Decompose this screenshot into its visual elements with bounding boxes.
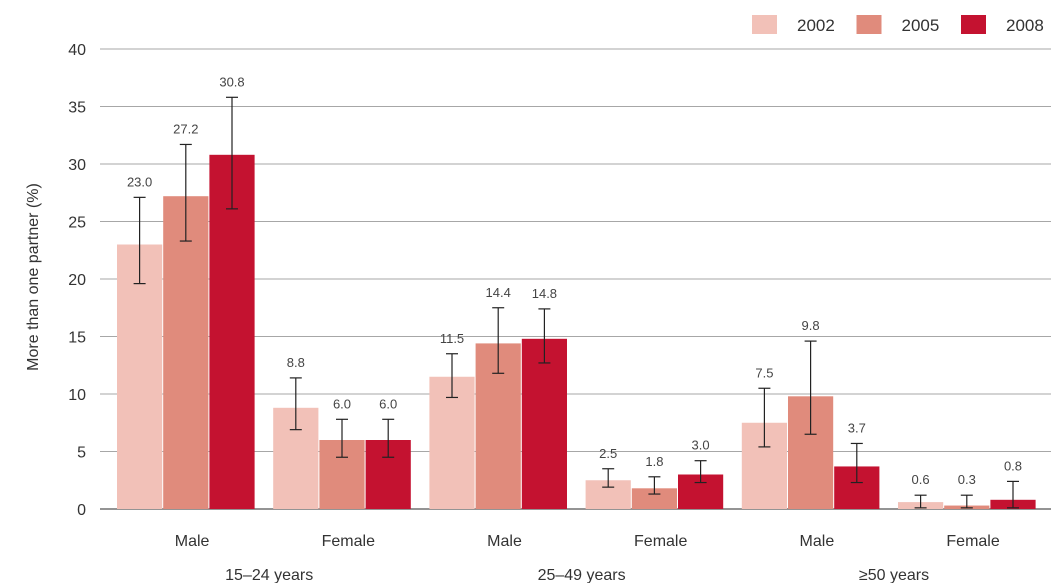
x-group-label: 15–24 years [225,567,313,583]
data-label: 3.7 [848,420,866,435]
y-tick-label: 15 [68,330,86,347]
legend-label: 2002 [797,16,835,35]
data-label: 1.8 [645,454,663,469]
y-tick-label: 5 [77,445,86,462]
legend-label: 2008 [1006,16,1044,35]
data-label: 27.2 [173,121,198,136]
x-tick-label: Male [175,533,210,550]
data-label: 14.4 [486,285,511,300]
gridlines [100,48,1051,510]
legend-swatch [961,15,986,34]
data-label: 8.8 [287,355,305,370]
data-label: 0.3 [958,472,976,487]
legend-label: 2005 [902,16,940,35]
legend-swatch [752,15,777,34]
x-tick-label: Female [322,533,375,550]
y-tick-label: 35 [68,100,86,117]
data-label: 9.8 [802,318,820,333]
bar [117,244,163,509]
bar [429,376,475,509]
x-tick-label: Female [634,533,687,550]
error-bars [133,96,1019,509]
bar [631,488,677,509]
legend: 2002 2005 2008 [752,15,1044,35]
bar [209,154,255,510]
data-label: 0.6 [912,472,930,487]
data-label: 14.8 [532,286,557,301]
x-tick-label: Male [487,533,522,550]
axes: 0 5 10 15 20 25 30 35 40 Male Female Male Female Male… [68,42,1000,583]
x-tick-label: Female [946,533,999,550]
bar [163,196,209,509]
data-label: 23.0 [127,174,152,189]
data-label: 2.5 [599,446,617,461]
y-tick-label: 20 [68,272,86,289]
x-group-label: ≥50 years [859,567,929,583]
data-label: 6.0 [379,396,397,411]
data-label: 6.0 [333,396,351,411]
y-tick-label: 0 [77,502,86,519]
x-tick-label: Male [800,533,835,550]
data-label: 3.0 [692,438,710,453]
x-group-label: 25–49 years [538,567,626,583]
data-label: 0.8 [1004,458,1022,473]
bars [117,154,1036,510]
data-label: 11.5 [440,331,464,346]
data-label: 30.8 [219,74,244,89]
y-axis-title: More than one partner (%) [25,183,42,371]
y-tick-label: 25 [68,215,86,232]
bar [521,338,567,509]
y-tick-label: 30 [68,157,86,174]
data-labels: 23.0 8.8 11.5 2.5 7.5 0.6 27.2 6.0 14.4 1.8 9.8 0.3… [127,74,1022,487]
y-tick-label: 10 [68,387,86,404]
data-label: 7.5 [755,365,773,380]
legend-swatch [856,15,882,34]
y-tick-label: 40 [68,42,86,59]
